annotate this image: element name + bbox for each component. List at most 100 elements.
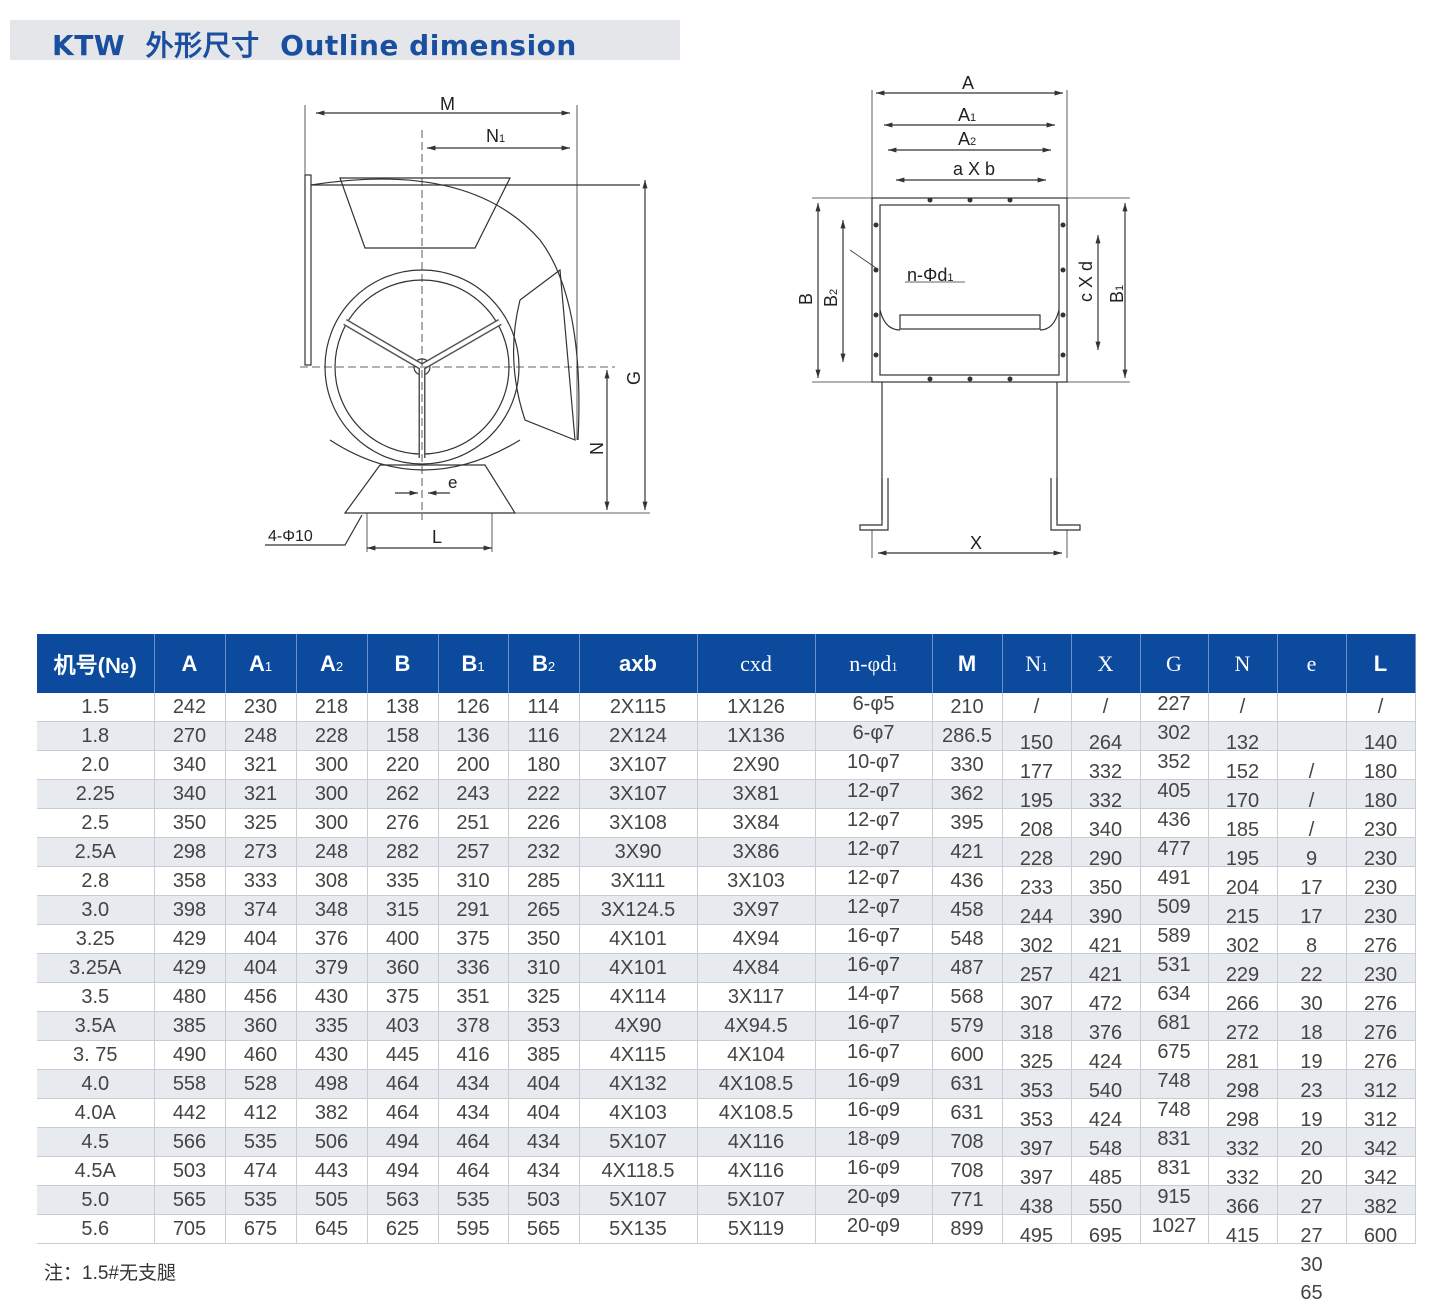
table-cell: / bbox=[1277, 779, 1347, 812]
table-cell: 251 bbox=[438, 808, 509, 838]
footnote: 注：1.5#无支腿 bbox=[44, 1263, 176, 1284]
table-row: 5.6 705 675 645 625 595 565 5X135 5X119 20-φ9 899 4… bbox=[37, 1214, 1416, 1247]
table-cell: 12-φ7 bbox=[815, 837, 933, 867]
table-cell: 464 bbox=[438, 1127, 509, 1157]
table-cell: 352 bbox=[1140, 750, 1209, 780]
table-cell: 398 bbox=[154, 895, 226, 925]
table-cell: 342 bbox=[1346, 1127, 1416, 1160]
table-row: 4.5A 503 474 443 494 464 434 4X118.5 4X116 16-φ9 7… bbox=[37, 1156, 1416, 1189]
table-row: 3.25A 429 404 379 360 336 310 4X101 4X84 16-φ7 487… bbox=[37, 953, 1416, 986]
table-cell: 831 bbox=[1140, 1127, 1209, 1157]
table-cell: 152 bbox=[1208, 750, 1278, 783]
table-cell: 4X108.5 bbox=[697, 1069, 816, 1099]
column-header: cxd bbox=[697, 634, 816, 693]
table-cell: 5X107 bbox=[579, 1127, 698, 1157]
table-cell: 330 bbox=[932, 750, 1003, 780]
table-cell: 351 bbox=[438, 982, 509, 1012]
table-cell: 20 bbox=[1277, 1156, 1347, 1189]
table-cell: 12-φ7 bbox=[815, 808, 933, 838]
table-cell bbox=[1277, 721, 1347, 751]
table-cell: 705 bbox=[154, 1214, 226, 1244]
table-cell: 390 bbox=[1071, 895, 1141, 928]
table-cell: 298 bbox=[1208, 1098, 1278, 1131]
column-header: B bbox=[367, 634, 439, 693]
table-cell: 4X114 bbox=[579, 982, 698, 1012]
table-cell: 509 bbox=[1140, 895, 1209, 925]
column-header: M bbox=[932, 634, 1003, 693]
table-cell: 421 bbox=[1071, 924, 1141, 957]
table-cell: 230 bbox=[1346, 837, 1416, 870]
table-cell: 340 bbox=[154, 750, 226, 780]
table-cell: 150 bbox=[1002, 721, 1072, 754]
table-cell: 230 bbox=[1346, 808, 1416, 841]
table-cell: 16-φ7 bbox=[815, 1011, 933, 1041]
table-cell: 180 bbox=[1346, 750, 1416, 783]
table-cell: 505 bbox=[296, 1185, 368, 1215]
table-cell: 442 bbox=[154, 1098, 226, 1128]
table-cell: 675 bbox=[225, 1214, 297, 1244]
table-cell: 348 bbox=[296, 895, 368, 925]
table-cell: 336 bbox=[438, 953, 509, 983]
table-cell: 445 bbox=[367, 1040, 439, 1070]
table-cell: 3.25A bbox=[37, 953, 155, 983]
table-cell: 335 bbox=[367, 866, 439, 896]
table-cell: 340 bbox=[1071, 808, 1141, 841]
table-cell: 325 bbox=[225, 808, 297, 838]
table-cell: 215 bbox=[1208, 895, 1278, 928]
table-cell: 180 bbox=[1346, 779, 1416, 812]
table-cell: 353 bbox=[1002, 1069, 1072, 1102]
column-header: axb bbox=[579, 634, 698, 693]
table-cell: 332 bbox=[1071, 779, 1141, 812]
table-row: 3.5 480 456 430 375 351 325 4X114 3X117 14-φ7 568 3… bbox=[37, 982, 1416, 1015]
table-cell: 5X135 bbox=[579, 1214, 698, 1244]
table-cell: 503 bbox=[154, 1156, 226, 1186]
table-cell: 1027 bbox=[1140, 1214, 1209, 1244]
label-holes: 4-Φ10 bbox=[268, 528, 313, 545]
table-cell: 18-φ9 bbox=[815, 1127, 933, 1157]
table-cell: 708 bbox=[932, 1156, 1003, 1186]
table-cell: 230 bbox=[1346, 953, 1416, 986]
label-B2: B2 bbox=[821, 289, 841, 307]
label-A: A bbox=[962, 73, 974, 93]
table-cell: 312 bbox=[1346, 1098, 1416, 1131]
table-cell: / bbox=[1346, 693, 1416, 722]
front-view-drawing: A A1 A2 a X b B B2 c X d B1 n-Φd1 X bbox=[796, 73, 1130, 558]
table-cell: 227 bbox=[1140, 693, 1209, 722]
table-cell: 378 bbox=[438, 1011, 509, 1041]
page-title: KTW 外形尺寸 Outline dimension bbox=[52, 29, 577, 62]
table-cell: 404 bbox=[508, 1069, 580, 1099]
table-cell: 595 bbox=[438, 1214, 509, 1244]
table-cell: 2X124 bbox=[579, 721, 698, 751]
table-cell: 531 bbox=[1140, 953, 1209, 983]
table-cell: 291 bbox=[438, 895, 509, 925]
table-cell: 19 bbox=[1277, 1098, 1347, 1131]
table-cell: 443 bbox=[296, 1156, 368, 1186]
table-cell: 535 bbox=[438, 1185, 509, 1215]
table-cell: 276 bbox=[1346, 982, 1416, 1015]
column-header: L bbox=[1346, 634, 1416, 693]
table-cell: 285 bbox=[508, 866, 580, 896]
table-cell: 276 bbox=[1346, 1040, 1416, 1073]
table-cell: 325 bbox=[1002, 1040, 1072, 1073]
label-G: G bbox=[624, 371, 644, 385]
table-cell: 332 bbox=[1208, 1127, 1278, 1160]
table-cell: 412 bbox=[225, 1098, 297, 1128]
table-cell: 332 bbox=[1071, 750, 1141, 783]
table-cell: 315 bbox=[367, 895, 439, 925]
table-cell: 9 bbox=[1277, 837, 1347, 870]
table-cell: 204 bbox=[1208, 866, 1278, 899]
table-cell: 300 bbox=[296, 808, 368, 838]
table-cell: 302 bbox=[1208, 924, 1278, 957]
table-cell: 17 bbox=[1277, 895, 1347, 928]
table-cell: 548 bbox=[1071, 1127, 1141, 1160]
table-cell: 600 bbox=[932, 1040, 1003, 1070]
table-cell: 16-φ7 bbox=[815, 924, 933, 954]
table-cell: 350 bbox=[508, 924, 580, 954]
table-cell: 195 bbox=[1208, 837, 1278, 870]
table-cell: 4X108.5 bbox=[697, 1098, 816, 1128]
table-cell: 3.5 bbox=[37, 982, 155, 1012]
table-cell: 771 bbox=[932, 1185, 1003, 1215]
table-cell: 14-φ7 bbox=[815, 982, 933, 1012]
label-X: X bbox=[970, 533, 982, 553]
table-row: 2.5A 298 273 248 282 257 232 3X90 3X86 12-φ7 421 22… bbox=[37, 837, 1416, 870]
